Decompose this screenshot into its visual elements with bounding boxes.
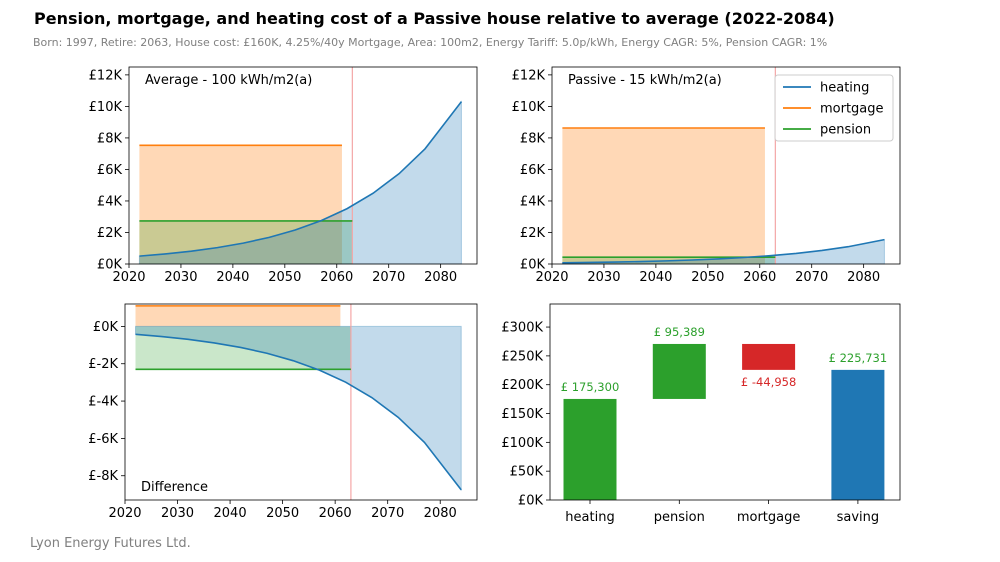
panel1-x-tick-label: 2080: [424, 270, 457, 285]
panel3-y-tick-label: £-6K: [88, 432, 118, 447]
panel3-y-tick-label: £-4K: [88, 395, 118, 410]
panel2-y-tick-label: £0K: [520, 258, 546, 273]
panel1-x-tick-label: 2040: [216, 270, 249, 285]
panel3-label: Difference: [141, 480, 208, 495]
panel2-x-tick-label: 2040: [639, 270, 672, 285]
panel4-y-tick-label: £250K: [501, 349, 543, 364]
chart-subtitle: Born: 1997, Retire: 2063, House cost: £1…: [33, 36, 828, 49]
panel4-y-tick-label: £200K: [501, 378, 543, 393]
panel2-x-tick-label: 2020: [535, 270, 568, 285]
panel3-x-tick-label: 2040: [214, 506, 247, 521]
legend-label-mortgage: mortgage: [820, 102, 884, 117]
panel3-x-tick-label: 2060: [319, 506, 352, 521]
panel4-bar-value-label: £ 225,731: [829, 351, 888, 365]
panel3-mortgage-area: [135, 305, 341, 327]
panel1-y-tick-label: £4K: [97, 194, 123, 209]
panel4-bar-value-label: £ -44,958: [741, 375, 796, 389]
panel2-x-tick-label: 2080: [847, 270, 880, 285]
panel2-heating-line: [562, 238, 885, 264]
legend: [774, 74, 894, 142]
footer-credit: Lyon Energy Futures Ltd.: [30, 536, 191, 551]
panel1-x-tick-label: 2070: [372, 270, 405, 285]
panel2-frame: [551, 66, 901, 265]
panel2-y-tick-label: £2K: [520, 226, 546, 241]
panel3-frame: [124, 303, 478, 501]
panel2-y-tick-label: £10K: [512, 100, 546, 115]
panel1-frame: [128, 66, 478, 265]
legend-label-pension: pension: [820, 123, 871, 138]
panel1-y-tick-label: £0K: [97, 258, 123, 273]
panel4-frame: [549, 303, 901, 501]
panel1-heating-line: [139, 101, 463, 257]
panel1-y-tick-label: £8K: [97, 131, 123, 146]
panel3-y-tick-label: £-2K: [88, 357, 118, 372]
panel3-heating-line: [135, 333, 462, 491]
panel4-x-tick-label: pension: [654, 510, 705, 525]
legend-label-heating: heating: [820, 81, 869, 96]
panel2-x-tick-label: 2060: [743, 270, 776, 285]
panel2-y-tick-label: £8K: [520, 131, 546, 146]
panel4-bar-value-label: £ 175,300: [561, 380, 620, 394]
panel4-y-tick-label: £300K: [501, 321, 543, 336]
panel1-x-tick-label: 2030: [164, 270, 197, 285]
panel3-x-tick-label: 2050: [266, 506, 299, 521]
panel4-bar-saving: [831, 369, 885, 500]
panel3-plot-area: [135, 304, 462, 500]
panel3-x-tick-label: 2070: [371, 506, 404, 521]
panel2-label: Passive - 15 kWh/m2(a): [568, 73, 722, 88]
legend-box: [774, 74, 894, 142]
chart-title: Pension, mortgage, and heating cost of a…: [34, 9, 835, 28]
panel4-bar-mortgage: [742, 343, 796, 370]
panel4-x-tick-label: saving: [837, 510, 880, 525]
panel4-y-tick-label: £0K: [518, 494, 544, 509]
panel4-y-tick-label: £150K: [501, 407, 543, 422]
panel4-x-tick-label: heating: [565, 510, 614, 525]
panel3-x-tick-label: 2080: [424, 506, 457, 521]
panel4-bar-pension: [652, 343, 706, 399]
panel2-y-tick-label: £4K: [520, 194, 546, 209]
panel2-y-tick-label: £12K: [512, 68, 546, 83]
panel4-y-tick-label: £100K: [501, 436, 543, 451]
panel3-x-tick-label: 2030: [161, 506, 194, 521]
panel2-x-tick-label: 2050: [691, 270, 724, 285]
panel2-plot-area: [561, 67, 885, 265]
panel4-x-tick-label: mortgage: [737, 510, 801, 525]
panel1-y-tick-label: £12K: [89, 68, 123, 83]
panel3-y-tick-label: £0K: [93, 320, 119, 335]
panel1-label: Average - 100 kWh/m2(a): [145, 73, 312, 88]
panel1-x-tick-label: 2050: [268, 270, 301, 285]
panel4-bar-value-label: £ 95,389: [654, 325, 705, 339]
panel1-y-tick-label: £10K: [89, 100, 123, 115]
panel2-y-tick-label: £6K: [520, 163, 546, 178]
panel2-x-tick-label: 2070: [795, 270, 828, 285]
panel3-x-tick-label: 2020: [108, 506, 141, 521]
panel3-y-tick-label: £-8K: [88, 469, 118, 484]
panel1-plot-area: [138, 67, 463, 265]
panel1-x-tick-label: 2060: [320, 270, 353, 285]
panel1-y-tick-label: £6K: [97, 163, 123, 178]
panel1-x-tick-label: 2020: [112, 270, 145, 285]
panel4-bar-heating: [563, 398, 617, 500]
panel2-x-tick-label: 2030: [587, 270, 620, 285]
panel2-mortgage-area: [562, 127, 765, 264]
panel1-y-tick-label: £2K: [97, 226, 123, 241]
panel4-y-tick-label: £50K: [510, 465, 544, 480]
